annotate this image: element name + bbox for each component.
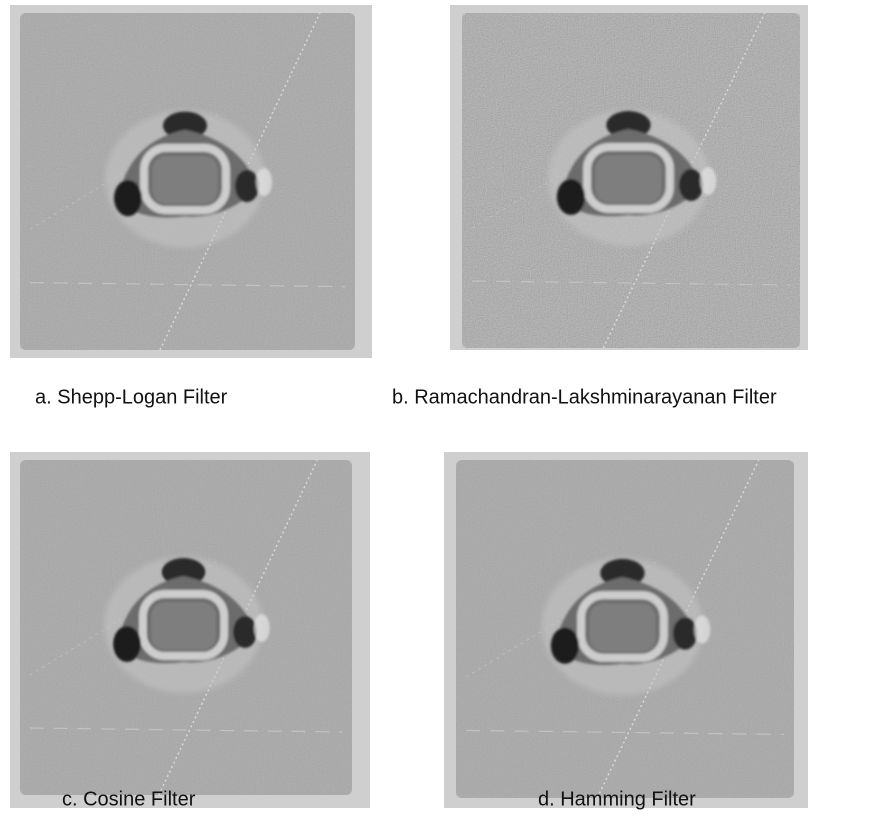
object: [114, 111, 272, 218]
right-blob: [233, 616, 257, 648]
streak: [472, 280, 790, 286]
left-blob: [556, 179, 586, 215]
streak: [465, 560, 659, 678]
right-glow: [694, 615, 711, 644]
right-glow: [256, 167, 272, 197]
object: [556, 111, 717, 217]
streak: [471, 112, 665, 229]
streak: [29, 113, 221, 230]
right-blob: [678, 169, 704, 201]
streak: [466, 729, 784, 736]
center-region: [152, 155, 218, 205]
object: [113, 558, 270, 664]
reconstruction-image: [462, 12, 800, 349]
left-blob: [114, 179, 142, 217]
streak: [29, 727, 343, 733]
reconstruction-image: [20, 12, 355, 351]
caption: b. Ramachandran-Lakshminarayanan Filter: [392, 386, 777, 408]
bright-ring: [583, 143, 674, 213]
caption: d. Hamming Filter: [538, 788, 696, 810]
caption: a. Shepp-Logan Filter: [35, 386, 228, 408]
left-blob: [113, 626, 141, 662]
center-region: [589, 603, 656, 652]
streak: [29, 281, 346, 288]
right-glow: [700, 167, 717, 195]
bright-ring: [577, 591, 668, 662]
bright-ring: [140, 143, 230, 215]
left-blob: [550, 627, 580, 664]
reconstruction-image: [20, 459, 352, 796]
reconstruction-image: [456, 459, 794, 799]
right-blob: [672, 617, 698, 650]
caption: c. Cosine Filter: [62, 788, 196, 810]
bright-ring: [138, 590, 229, 660]
object: [550, 558, 711, 666]
center-region: [150, 602, 217, 650]
right-glow: [253, 614, 270, 642]
right-blob: [235, 169, 259, 203]
streak: [29, 559, 219, 676]
center-region: [595, 155, 662, 203]
